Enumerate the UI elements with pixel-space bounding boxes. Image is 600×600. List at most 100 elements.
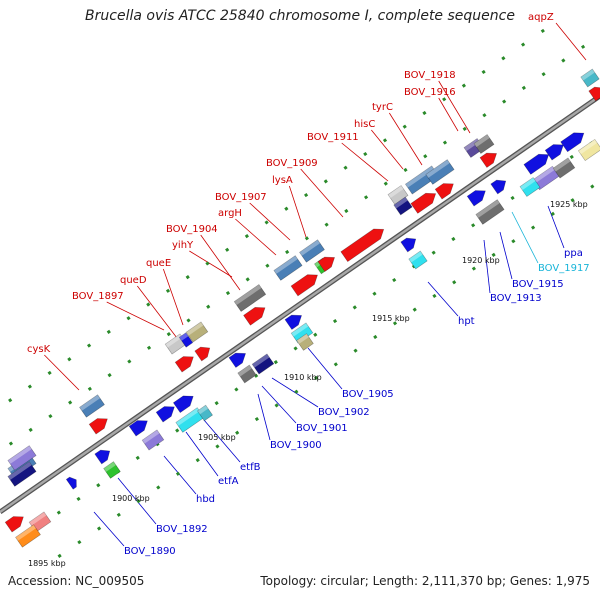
tick-mark xyxy=(590,184,595,189)
tick-mark xyxy=(215,444,220,449)
tick-mark xyxy=(57,553,62,558)
tick-mark xyxy=(363,195,369,200)
gene-label-BOV_1916: BOV_1916 xyxy=(404,87,456,98)
gene-feature-10 xyxy=(79,394,105,418)
gene-label-ppa: ppa xyxy=(564,248,583,259)
gene-label-argH: argH xyxy=(218,208,242,219)
gene-feature-43 xyxy=(400,237,417,253)
leader-hisC xyxy=(371,129,404,170)
gene-feature-46 xyxy=(473,134,495,154)
tick-mark xyxy=(550,211,555,216)
gene-feature-47 xyxy=(479,152,497,168)
tick-mark xyxy=(67,357,72,362)
gene-label-tyrC: tyrC xyxy=(372,102,393,113)
gene-feature-9 xyxy=(103,461,121,479)
tick-mark xyxy=(471,266,477,271)
leader-hbd xyxy=(163,455,197,495)
leader-BOV_1890 xyxy=(93,511,125,547)
tick-mark xyxy=(412,307,417,312)
tick-mark xyxy=(471,223,476,228)
leader-yihY xyxy=(189,250,233,278)
tick-mark xyxy=(166,332,171,337)
kbp-label-1920-kbp: 1920 kbp xyxy=(462,256,500,265)
gene-feature-26 xyxy=(233,284,267,312)
tick-mark xyxy=(353,348,358,353)
gene-label-lysA: lysA xyxy=(272,175,293,186)
tick-mark xyxy=(285,249,290,255)
gene-feature-7 xyxy=(65,476,77,490)
gene-label-queE: queE xyxy=(146,258,171,269)
tick-mark xyxy=(156,485,161,490)
gene-feature-30 xyxy=(290,274,318,297)
tick-mark xyxy=(569,154,574,159)
leader-queD xyxy=(137,285,178,339)
gene-label-BOV_1911: BOV_1911 xyxy=(307,132,359,143)
tick-mark xyxy=(363,151,368,157)
tick-mark xyxy=(580,44,586,49)
tick-mark xyxy=(8,398,13,403)
leader-etfA xyxy=(185,431,219,477)
gene-feature-34 xyxy=(290,322,314,344)
leader-BOV_1913 xyxy=(483,239,491,294)
gene-feature-13 xyxy=(128,420,148,437)
leader-aqpZ xyxy=(555,22,587,61)
kbp-label-1925-kbp: 1925 kbp xyxy=(550,200,588,209)
tick-mark xyxy=(254,373,259,378)
gene-feature-32 xyxy=(317,256,335,272)
chromosome-backbone xyxy=(0,93,600,515)
leader-queE xyxy=(162,268,184,326)
gene-feature-2 xyxy=(7,445,37,471)
tick-mark xyxy=(333,362,338,367)
gene-feature-28 xyxy=(273,255,303,281)
gene-feature-11 xyxy=(88,418,108,435)
tick-mark xyxy=(491,252,496,257)
tick-mark xyxy=(146,345,152,350)
gene-label-etfB: etfB xyxy=(240,462,261,473)
tick-mark xyxy=(56,510,61,515)
kbp-label-1895-kbp: 1895 kbp xyxy=(28,559,66,568)
gene-feature-36 xyxy=(340,228,385,263)
gene-label-etfA: etfA xyxy=(218,476,239,487)
gene-label-BOV_1915: BOV_1915 xyxy=(512,279,564,290)
gene-label-BOV_1890: BOV_1890 xyxy=(124,546,176,557)
accession-number: Accession: NC_009505 xyxy=(8,574,145,588)
tick-mark xyxy=(264,220,269,225)
tick-mark xyxy=(482,113,487,118)
tick-mark xyxy=(461,83,466,88)
tick-mark xyxy=(452,280,457,285)
gene-label-hisC: hisC xyxy=(354,119,375,130)
tick-mark xyxy=(87,386,92,391)
tick-mark xyxy=(225,247,230,252)
tick-mark xyxy=(116,512,121,517)
gene-feature-57 xyxy=(519,177,541,197)
tick-mark xyxy=(521,85,526,90)
tick-mark xyxy=(382,138,388,143)
tick-mark xyxy=(76,496,81,501)
tick-mark xyxy=(96,526,102,531)
gene-label-BOV_1907: BOV_1907 xyxy=(215,192,267,203)
tick-mark xyxy=(352,305,357,310)
tick-mark xyxy=(293,346,298,351)
tick-mark xyxy=(540,28,545,33)
tick-mark xyxy=(501,56,506,61)
tick-mark xyxy=(273,360,278,365)
gene-feature-22 xyxy=(194,346,211,362)
gene-feature-21 xyxy=(174,356,194,373)
gene-label-yihY: yihY xyxy=(172,240,194,251)
gene-feature-15 xyxy=(172,395,194,414)
gene-feature-17 xyxy=(197,404,213,422)
leader-BOV_1897 xyxy=(106,301,165,331)
tick-mark xyxy=(135,455,140,460)
kbp-label-1915-kbp: 1915 kbp xyxy=(372,314,410,323)
gene-feature-58 xyxy=(580,68,600,88)
tick-mark xyxy=(107,373,112,378)
tick-mark xyxy=(106,329,111,334)
leader-lysA xyxy=(288,185,307,238)
tick-mark xyxy=(234,387,239,392)
label-leader-lines xyxy=(44,22,587,547)
tick-mark xyxy=(205,261,210,266)
gene-feature-6 xyxy=(15,524,41,548)
tick-mark xyxy=(422,110,427,116)
tick-mark xyxy=(68,400,73,405)
